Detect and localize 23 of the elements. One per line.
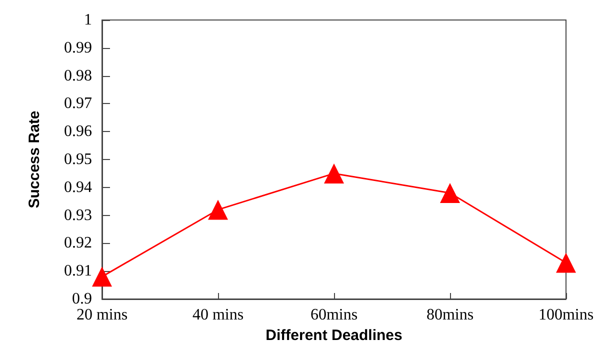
y-tick-label: 0.9 bbox=[72, 290, 92, 308]
x-tick-label: 20 mins bbox=[76, 306, 128, 324]
y-tick-label: 0.95 bbox=[64, 151, 92, 168]
x-tick-label: 100mins bbox=[538, 306, 594, 324]
y-tick-label: 0.93 bbox=[64, 206, 92, 224]
y-tick-label: 0.99 bbox=[64, 39, 92, 56]
point bbox=[324, 163, 344, 184]
y-tick-label: 1 bbox=[84, 12, 92, 28]
y-tick-label: 0.97 bbox=[64, 95, 92, 112]
x-tick-label: 40 mins bbox=[192, 306, 244, 324]
x-tick-label: 60mins bbox=[310, 306, 358, 324]
x-tick-label: 80mins bbox=[426, 306, 474, 324]
point bbox=[556, 252, 576, 273]
point bbox=[440, 182, 460, 203]
y-tick-label: 0.91 bbox=[64, 262, 92, 280]
point bbox=[92, 266, 112, 287]
y-axis-title: Success Rate bbox=[26, 110, 43, 208]
y-tick-label: 0.96 bbox=[64, 123, 92, 140]
point bbox=[208, 200, 228, 220]
y-tick-label: 0.92 bbox=[64, 234, 92, 252]
y-tick-label: 0.94 bbox=[64, 178, 92, 196]
y-tick-label: 0.98 bbox=[64, 67, 92, 84]
x-axis-title: Different Deadlines bbox=[266, 326, 402, 344]
